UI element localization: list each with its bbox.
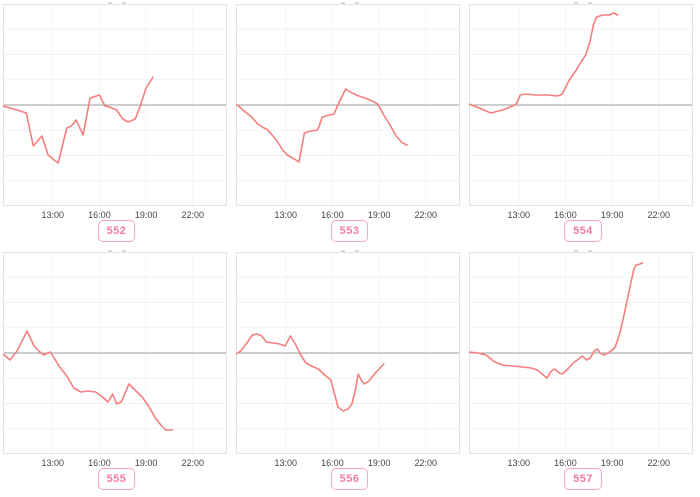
chart-cell: 13:00 16:00 19:00 22:00 553	[233, 0, 466, 248]
chart-cell: 13:00 16:00 19:00 22:00 554	[466, 0, 700, 248]
data-line	[469, 12, 619, 114]
chart-cell: 13:00 16:00 19:00 22:00 557	[466, 248, 700, 497]
plot-border	[3, 4, 227, 206]
data-line	[469, 262, 644, 379]
plot-border	[469, 252, 693, 454]
x-axis-tick-label: 13:00	[275, 458, 298, 468]
chart-badge-button[interactable]: 553	[330, 220, 369, 242]
x-axis-tick-label: 22:00	[415, 458, 438, 468]
x-axis-tick-label: 16:00	[321, 458, 344, 468]
chart-badge-button[interactable]: 555	[97, 468, 136, 490]
x-axis-tick-label: 22:00	[415, 210, 438, 220]
chart-badge-button[interactable]: 556	[330, 468, 369, 490]
x-axis-tick-label: 22:00	[648, 210, 671, 220]
data-line	[236, 88, 408, 163]
sparkline-chart[interactable]: 13:00 16:00 19:00 22:00	[3, 4, 227, 222]
chart-cell: 13:00 16:00 19:00 22:00 552	[0, 0, 233, 248]
sparkline-chart[interactable]: 13:00 16:00 19:00 22:00	[236, 252, 460, 470]
chart-badge-button[interactable]: 552	[97, 220, 136, 242]
x-axis-tick-label: 19:00	[135, 458, 158, 468]
chart-badge-button[interactable]: 557	[564, 468, 602, 490]
sparkline-chart[interactable]: 13:00 16:00 19:00 22:00	[469, 4, 693, 222]
sparkline-chart[interactable]: 13:00 16:00 19:00 22:00	[236, 4, 460, 222]
chart-cell: 13:00 16:00 19:00 22:00 555	[0, 248, 233, 497]
x-axis-tick-label: 19:00	[601, 458, 624, 468]
x-axis-tick-label: 19:00	[368, 458, 391, 468]
x-axis-tick-label: 22:00	[182, 210, 205, 220]
x-axis-tick-label: 19:00	[368, 210, 391, 220]
x-axis-tick-label: 13:00	[275, 210, 298, 220]
x-axis-tick-label: 16:00	[554, 458, 577, 468]
clipped-chart-title	[569, 0, 597, 4]
plot-border	[3, 252, 227, 454]
x-axis-tick-label: 13:00	[42, 458, 65, 468]
x-axis-tick-label: 16:00	[88, 458, 111, 468]
sparkline-chart[interactable]: 13:00 16:00 19:00 22:00	[3, 252, 227, 470]
data-line	[3, 76, 154, 164]
data-line	[236, 333, 385, 412]
x-axis-tick-label: 22:00	[648, 458, 671, 468]
clipped-chart-title	[336, 0, 364, 4]
clipped-chart-title	[103, 0, 131, 4]
clipped-chart-title	[336, 248, 364, 252]
sparkline-chart[interactable]: 13:00 16:00 19:00 22:00	[469, 252, 693, 470]
x-axis-tick-label: 16:00	[88, 210, 111, 220]
x-axis-tick-label: 19:00	[601, 210, 624, 220]
x-axis-tick-label: 13:00	[42, 210, 65, 220]
x-axis-tick-label: 19:00	[135, 210, 158, 220]
x-axis-tick-label: 16:00	[321, 210, 344, 220]
clipped-chart-title	[569, 248, 597, 252]
x-axis-tick-label: 16:00	[554, 210, 577, 220]
chart-cell: 13:00 16:00 19:00 22:00 556	[233, 248, 466, 497]
clipped-chart-title	[103, 248, 131, 252]
x-axis-tick-label: 22:00	[182, 458, 205, 468]
x-axis-tick-label: 13:00	[508, 458, 531, 468]
x-axis-tick-label: 13:00	[508, 210, 531, 220]
chart-badge-button[interactable]: 554	[564, 220, 602, 242]
data-line	[3, 330, 174, 431]
